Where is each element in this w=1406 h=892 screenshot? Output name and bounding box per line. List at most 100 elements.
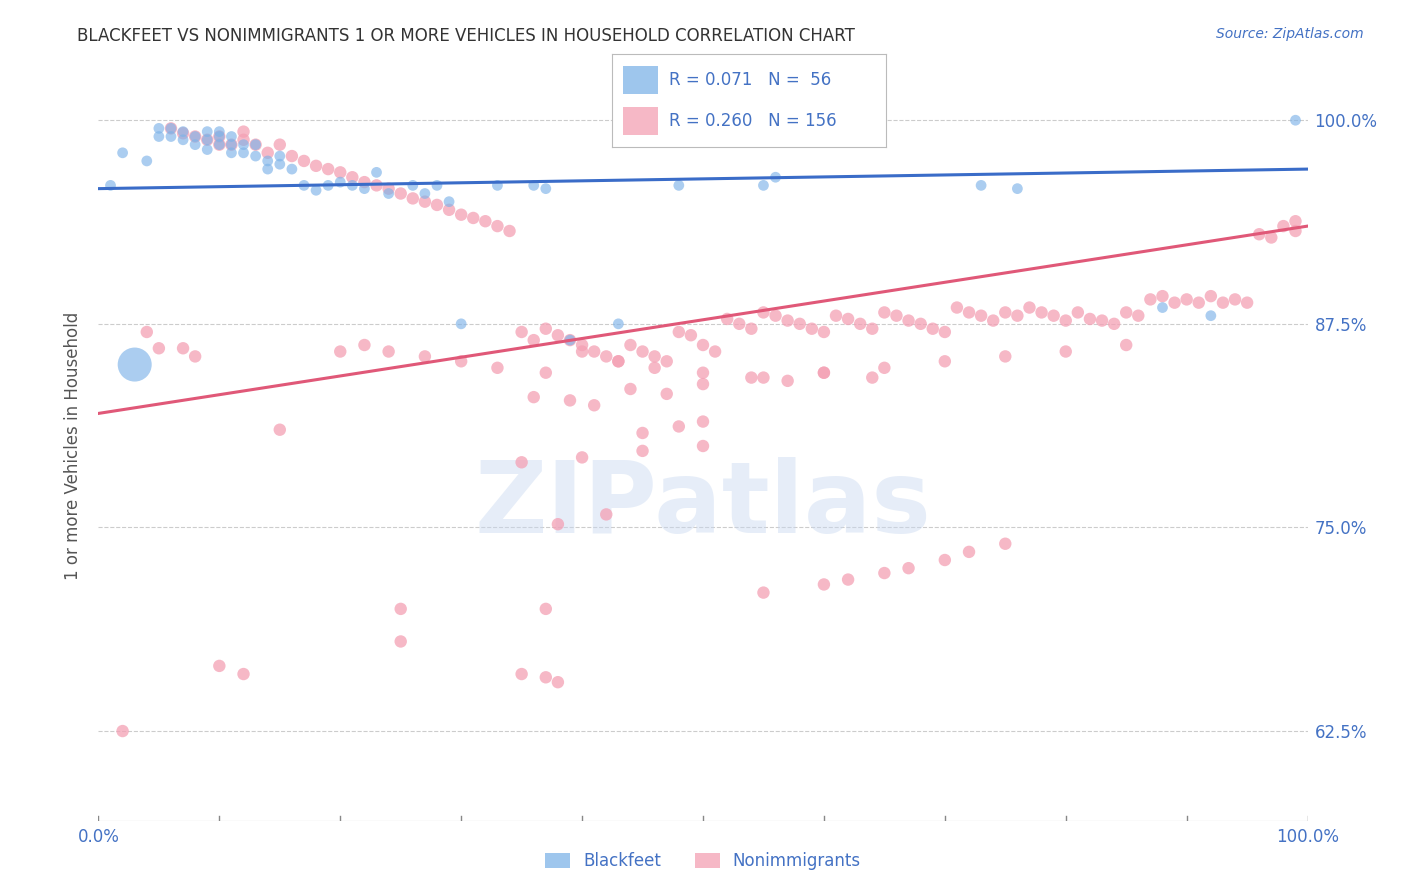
Point bbox=[148, 129, 170, 144]
Point bbox=[474, 214, 496, 228]
Point bbox=[486, 178, 509, 193]
Point bbox=[776, 313, 799, 327]
Point bbox=[221, 145, 243, 160]
Point bbox=[644, 350, 666, 364]
Point bbox=[631, 344, 654, 359]
Point bbox=[1054, 344, 1077, 359]
Point bbox=[426, 178, 449, 193]
Point bbox=[1115, 338, 1137, 352]
Point bbox=[463, 211, 485, 225]
Point bbox=[450, 317, 472, 331]
Point bbox=[269, 157, 291, 171]
Point bbox=[256, 153, 278, 168]
Point bbox=[571, 338, 593, 352]
Point bbox=[970, 178, 993, 193]
Point bbox=[619, 338, 641, 352]
Point bbox=[595, 350, 617, 364]
Point bbox=[1199, 309, 1222, 323]
Point bbox=[172, 341, 194, 355]
Point bbox=[160, 121, 183, 136]
Point bbox=[413, 194, 436, 209]
Point bbox=[994, 305, 1017, 319]
Point bbox=[232, 667, 254, 681]
Point bbox=[1018, 301, 1040, 315]
Point bbox=[402, 178, 425, 193]
Point bbox=[510, 325, 533, 339]
Point bbox=[813, 366, 835, 380]
FancyBboxPatch shape bbox=[623, 66, 658, 94]
Point bbox=[111, 145, 134, 160]
Point bbox=[1212, 295, 1234, 310]
Point bbox=[510, 455, 533, 469]
Point bbox=[534, 322, 557, 336]
Point bbox=[160, 121, 183, 136]
Point bbox=[1284, 224, 1306, 238]
Point bbox=[789, 317, 811, 331]
Point bbox=[498, 224, 520, 238]
Point bbox=[1272, 219, 1295, 233]
Point bbox=[981, 313, 1004, 327]
Point bbox=[897, 313, 920, 327]
Point bbox=[1236, 295, 1258, 310]
Point bbox=[1249, 227, 1271, 242]
Point bbox=[184, 350, 207, 364]
Point bbox=[389, 634, 412, 648]
Point bbox=[353, 175, 375, 189]
Point bbox=[765, 170, 787, 185]
Point bbox=[208, 125, 231, 139]
Point bbox=[342, 170, 364, 185]
Point bbox=[692, 439, 714, 453]
Point bbox=[366, 165, 388, 179]
Point bbox=[934, 553, 956, 567]
Text: R = 0.071   N =  56: R = 0.071 N = 56 bbox=[669, 70, 831, 88]
Point bbox=[329, 344, 352, 359]
Point bbox=[970, 309, 993, 323]
Point bbox=[135, 153, 157, 168]
Point bbox=[172, 125, 194, 139]
Point bbox=[232, 125, 254, 139]
Point bbox=[813, 577, 835, 591]
Point bbox=[873, 566, 896, 580]
Point bbox=[329, 165, 352, 179]
Point bbox=[523, 333, 546, 347]
Point bbox=[692, 366, 714, 380]
Point bbox=[607, 354, 630, 368]
Point bbox=[208, 137, 231, 152]
Point bbox=[1091, 313, 1114, 327]
Point bbox=[934, 354, 956, 368]
Point bbox=[534, 181, 557, 195]
Point bbox=[619, 382, 641, 396]
Point bbox=[208, 137, 231, 152]
Point bbox=[245, 137, 267, 152]
Point bbox=[837, 312, 859, 326]
Point bbox=[547, 328, 569, 343]
Point bbox=[571, 450, 593, 465]
Point bbox=[994, 350, 1017, 364]
Y-axis label: 1 or more Vehicles in Household: 1 or more Vehicles in Household bbox=[65, 312, 83, 580]
Point bbox=[523, 390, 546, 404]
Point bbox=[860, 322, 883, 336]
Point bbox=[281, 162, 304, 177]
Point bbox=[1054, 313, 1077, 327]
Point bbox=[245, 137, 267, 152]
Point bbox=[692, 338, 714, 352]
Point bbox=[1188, 295, 1211, 310]
Point bbox=[825, 309, 848, 323]
Point bbox=[292, 178, 315, 193]
Point bbox=[510, 667, 533, 681]
Point bbox=[752, 370, 775, 384]
Point bbox=[281, 149, 304, 163]
Point bbox=[595, 508, 617, 522]
Point bbox=[389, 186, 412, 201]
Point bbox=[305, 159, 328, 173]
Point bbox=[668, 419, 690, 434]
Point bbox=[208, 129, 231, 144]
Point bbox=[813, 325, 835, 339]
Point bbox=[1199, 289, 1222, 303]
Point bbox=[837, 573, 859, 587]
Point bbox=[450, 208, 472, 222]
Point bbox=[342, 178, 364, 193]
Point bbox=[221, 137, 243, 152]
Point bbox=[957, 545, 980, 559]
Point bbox=[716, 312, 738, 326]
